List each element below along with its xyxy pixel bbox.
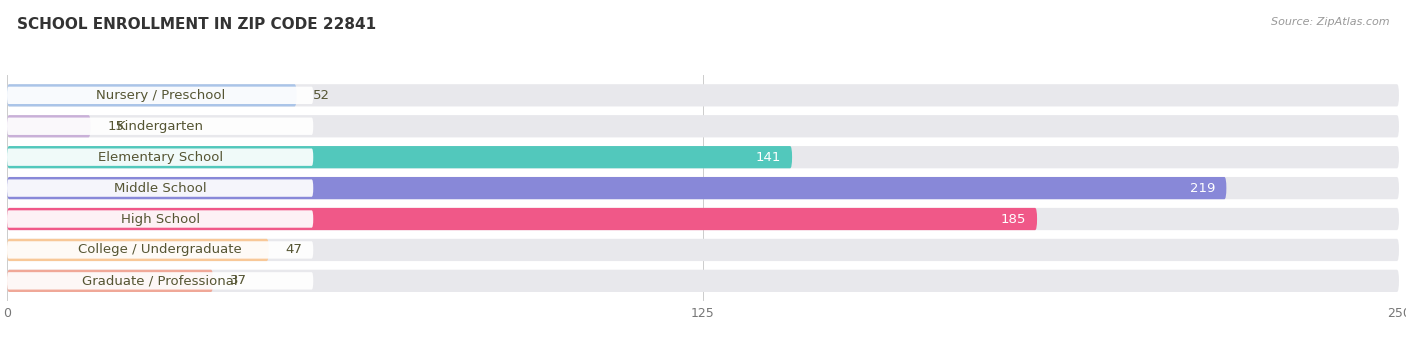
FancyBboxPatch shape — [7, 241, 314, 259]
FancyBboxPatch shape — [7, 270, 1399, 292]
FancyBboxPatch shape — [7, 177, 1399, 199]
Text: 141: 141 — [755, 151, 780, 164]
Text: High School: High School — [121, 212, 200, 225]
FancyBboxPatch shape — [7, 148, 314, 166]
Text: College / Undergraduate: College / Undergraduate — [79, 244, 242, 256]
FancyBboxPatch shape — [7, 210, 314, 228]
FancyBboxPatch shape — [7, 146, 1399, 168]
FancyBboxPatch shape — [7, 146, 792, 168]
FancyBboxPatch shape — [7, 84, 297, 106]
FancyBboxPatch shape — [7, 84, 1399, 106]
FancyBboxPatch shape — [7, 270, 214, 292]
Text: 47: 47 — [285, 244, 302, 256]
Text: Nursery / Preschool: Nursery / Preschool — [96, 89, 225, 102]
FancyBboxPatch shape — [7, 239, 269, 261]
FancyBboxPatch shape — [7, 208, 1399, 230]
Text: 52: 52 — [314, 89, 330, 102]
FancyBboxPatch shape — [7, 115, 1399, 137]
FancyBboxPatch shape — [7, 177, 1226, 199]
FancyBboxPatch shape — [7, 87, 314, 104]
Text: Middle School: Middle School — [114, 182, 207, 195]
Text: Kindergarten: Kindergarten — [117, 120, 204, 133]
Text: 15: 15 — [107, 120, 124, 133]
Text: 37: 37 — [229, 274, 246, 287]
FancyBboxPatch shape — [7, 239, 1399, 261]
FancyBboxPatch shape — [7, 208, 1038, 230]
Text: SCHOOL ENROLLMENT IN ZIP CODE 22841: SCHOOL ENROLLMENT IN ZIP CODE 22841 — [17, 17, 375, 32]
Text: 219: 219 — [1189, 182, 1215, 195]
FancyBboxPatch shape — [7, 180, 314, 197]
FancyBboxPatch shape — [7, 118, 314, 135]
Text: 185: 185 — [1001, 212, 1026, 225]
Text: Elementary School: Elementary School — [97, 151, 222, 164]
FancyBboxPatch shape — [7, 272, 314, 290]
FancyBboxPatch shape — [7, 115, 90, 137]
Text: Graduate / Professional: Graduate / Professional — [83, 274, 238, 287]
Text: Source: ZipAtlas.com: Source: ZipAtlas.com — [1271, 17, 1389, 27]
